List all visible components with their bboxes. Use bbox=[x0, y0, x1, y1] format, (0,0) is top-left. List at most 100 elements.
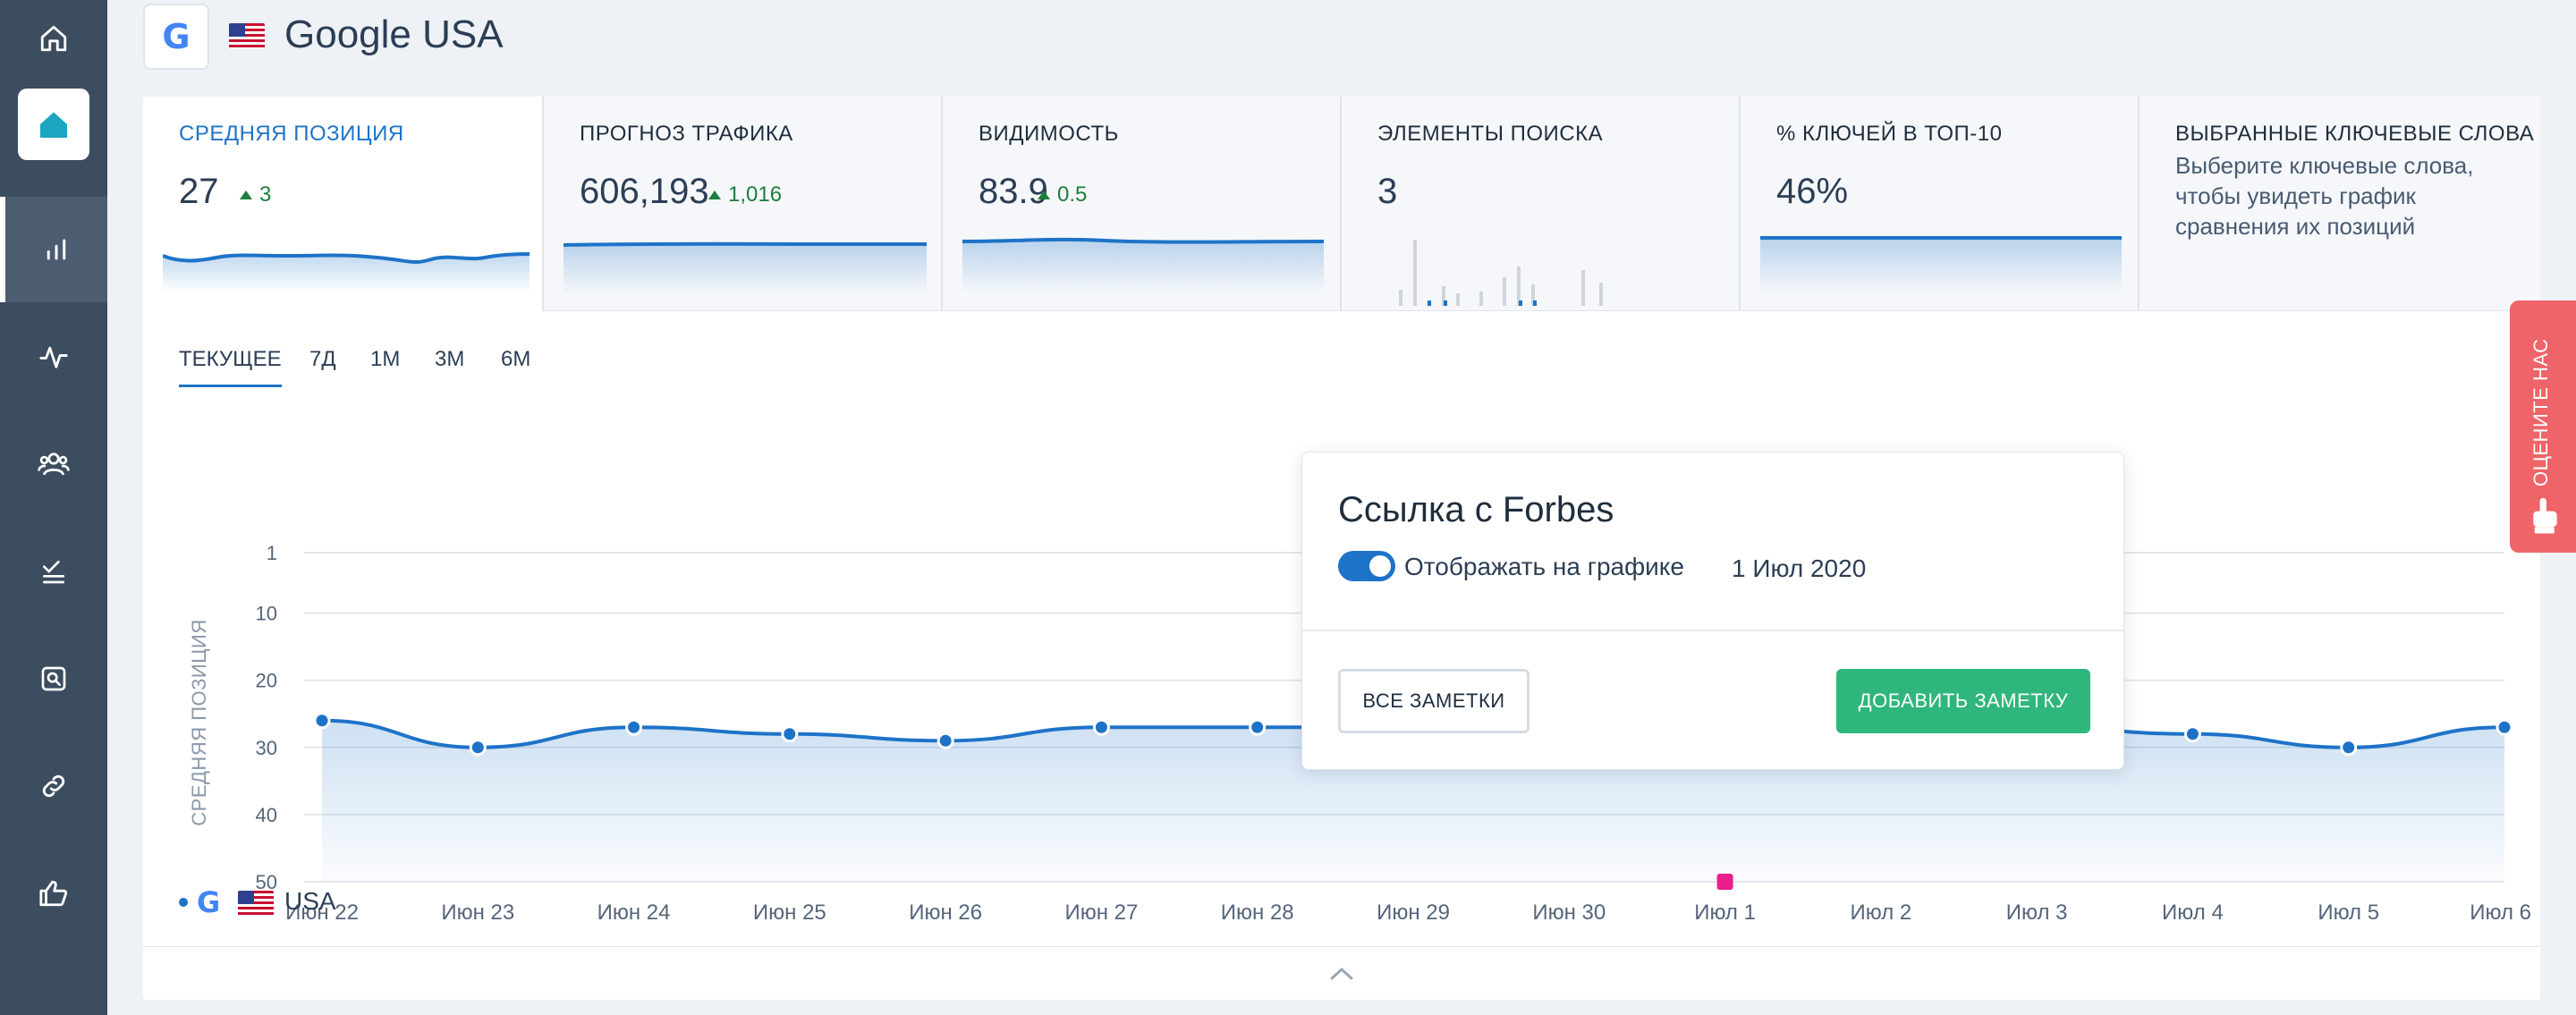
page-title: Google USA bbox=[284, 13, 504, 56]
google-g-icon: G bbox=[162, 17, 191, 56]
metric-value: 46% bbox=[1776, 172, 1849, 211]
note-marker[interactable] bbox=[1716, 874, 1733, 890]
sidebar-item-activity[interactable] bbox=[0, 304, 107, 410]
all-notes-button[interactable]: ВСЕ ЗАМЕТКИ bbox=[1338, 669, 1530, 733]
note-date: 1 Июл 2020 bbox=[1732, 554, 1867, 582]
data-point[interactable] bbox=[1092, 718, 1110, 736]
data-point[interactable] bbox=[2340, 739, 2358, 757]
y-tick-label: 10 bbox=[256, 603, 277, 625]
x-tick-label: Июн 28 bbox=[1221, 901, 1294, 919]
note-title: Ссылка с Forbes bbox=[1338, 490, 1614, 529]
checklist-icon bbox=[43, 561, 64, 584]
metric-label: % КЛЮЧЕЙ В ТОП-10 bbox=[1776, 122, 2003, 146]
metric-label: СРЕДНЯЯ ПОЗИЦИЯ bbox=[179, 122, 404, 146]
popup-divider bbox=[1302, 630, 2123, 631]
tab-1m[interactable]: 1М bbox=[370, 347, 401, 371]
x-tick-label: Июн 27 bbox=[1064, 901, 1138, 919]
tab-3m[interactable]: 3М bbox=[435, 347, 465, 371]
add-note-button[interactable]: ДОБАВИТЬ ЗАМЕТКУ bbox=[1836, 669, 2090, 733]
project-house-icon bbox=[40, 112, 67, 138]
users-icon bbox=[38, 453, 70, 476]
metric-delta-up: 3 bbox=[240, 182, 271, 207]
chevron-up-icon bbox=[1330, 968, 1353, 979]
metric-avg-position[interactable]: СРЕДНЯЯ ПОЗИЦИЯ 27 3 bbox=[143, 97, 542, 312]
collapse-bar[interactable] bbox=[143, 946, 2540, 1000]
metric-label: ПРОГНОЗ ТРАФИКА bbox=[580, 122, 793, 146]
note-popup: Ссылка с Forbes Отображать на графике 1 … bbox=[1301, 452, 2124, 770]
x-tick-label: Июл 5 bbox=[2318, 901, 2379, 919]
toggle-label: Отображать на графике bbox=[1404, 553, 1684, 580]
metric-value: 83.9 bbox=[979, 172, 1048, 211]
sparkline-traffic-forecast bbox=[564, 241, 927, 293]
data-point[interactable] bbox=[2496, 718, 2513, 736]
x-tick-label: Июн 24 bbox=[597, 901, 671, 919]
y-tick-label: 30 bbox=[256, 737, 277, 759]
x-tick-label: Июн 29 bbox=[1377, 901, 1450, 919]
x-tick-label: Июн 30 bbox=[1532, 901, 1606, 919]
google-g-icon: G bbox=[197, 885, 221, 919]
metric-label: ЭЛЕМЕНТЫ ПОИСКА bbox=[1377, 122, 1604, 146]
rate-us-label: ОЦЕНИТЕ НАС bbox=[2529, 338, 2552, 486]
x-tick-label: Июл 6 bbox=[2470, 901, 2531, 919]
data-point[interactable] bbox=[1249, 718, 1267, 736]
search-engine-badge: G bbox=[143, 4, 209, 70]
data-point[interactable] bbox=[469, 739, 487, 757]
metric-label: ВЫБРАННЫЕ КЛЮЧЕВЫЕ СЛОВА bbox=[2175, 122, 2535, 146]
sidebar bbox=[0, 0, 107, 1015]
sparkline-visibility bbox=[962, 237, 1324, 293]
metric-search-features[interactable]: ЭЛЕМЕНТЫ ПОИСКА 3 bbox=[1340, 97, 1739, 311]
show-on-chart-toggle[interactable] bbox=[1338, 551, 1395, 581]
home-icon bbox=[40, 25, 67, 52]
data-point[interactable] bbox=[936, 732, 954, 749]
metric-traffic-forecast[interactable]: ПРОГНОЗ ТРАФИКА 606,193 1,016 bbox=[542, 97, 941, 311]
sidebar-item-home[interactable] bbox=[0, 0, 107, 91]
usa-flag-icon bbox=[229, 23, 265, 48]
x-tick-label: Июл 2 bbox=[1850, 901, 1911, 919]
tab-current[interactable]: ТЕКУЩЕЕ bbox=[179, 347, 282, 387]
sidebar-item-feedback[interactable] bbox=[0, 841, 107, 946]
data-point[interactable] bbox=[781, 725, 799, 743]
x-tick-label: Июл 3 bbox=[2006, 901, 2068, 919]
sidebar-item-site-audit[interactable] bbox=[0, 626, 107, 732]
metric-delta-up: 0.5 bbox=[1038, 182, 1087, 207]
sidebar-item-tasks[interactable] bbox=[0, 519, 107, 624]
x-tick-label: Июн 23 bbox=[441, 901, 514, 919]
sidebar-item-rankings[interactable] bbox=[0, 197, 107, 302]
metric-top10-share[interactable]: % КЛЮЧЕЙ В ТОП-10 46% bbox=[1739, 97, 2138, 311]
sidebar-item-project[interactable] bbox=[0, 72, 107, 177]
y-tick-label: 50 bbox=[256, 871, 277, 893]
metric-value: 27 bbox=[179, 172, 219, 211]
search-box-icon bbox=[41, 666, 66, 691]
metric-hint: Выберите ключевые слова, чтобы увидеть г… bbox=[2175, 152, 2474, 240]
project-badge bbox=[18, 89, 89, 160]
link-icon bbox=[42, 774, 65, 798]
metric-value: 3 bbox=[1377, 172, 1398, 211]
metric-value: 606,193 bbox=[580, 172, 709, 211]
x-tick-label: Июн 25 bbox=[753, 901, 826, 919]
tab-6m[interactable]: 6М bbox=[501, 347, 531, 371]
hand-pointer-icon bbox=[2533, 497, 2557, 534]
legend-label: USA bbox=[284, 887, 336, 915]
rate-us-tab[interactable]: ОЦЕНИТЕ НАС bbox=[2510, 300, 2576, 553]
legend-series-dot bbox=[179, 898, 188, 907]
sparkline-top10-share bbox=[1760, 236, 2122, 293]
y-axis-label: СРЕДНЯЯ ПОЗИЦИЯ bbox=[188, 619, 210, 825]
y-tick-label: 40 bbox=[256, 804, 277, 826]
data-point[interactable] bbox=[313, 712, 331, 730]
data-point[interactable] bbox=[2183, 725, 2201, 743]
sidebar-item-competitors[interactable] bbox=[0, 411, 107, 517]
tab-7d[interactable]: 7Д bbox=[309, 347, 336, 371]
x-tick-label: Июн 22 bbox=[285, 901, 359, 919]
metric-delta-up: 1,016 bbox=[708, 182, 782, 207]
y-tick-label: 1 bbox=[267, 542, 277, 564]
data-point[interactable] bbox=[625, 718, 643, 736]
bar-sparkline-search-features bbox=[1399, 240, 1603, 306]
y-tick-label: 20 bbox=[256, 670, 277, 692]
metrics-row: СРЕДНЯЯ ПОЗИЦИЯ 27 3 ПРОГНОЗ ТРАФИКА 606… bbox=[143, 97, 2540, 312]
metric-label: ВИДИМОСТЬ bbox=[979, 122, 1119, 146]
x-tick-label: Июн 26 bbox=[909, 901, 982, 919]
metric-selected-keywords[interactable]: ВЫБРАННЫЕ КЛЮЧЕВЫЕ СЛОВА Выберите ключев… bbox=[2138, 97, 2540, 311]
sidebar-item-backlinks[interactable] bbox=[0, 733, 107, 839]
bar-chart-icon bbox=[47, 239, 66, 260]
metric-visibility[interactable]: ВИДИМОСТЬ 83.9 0.5 bbox=[941, 97, 1340, 311]
